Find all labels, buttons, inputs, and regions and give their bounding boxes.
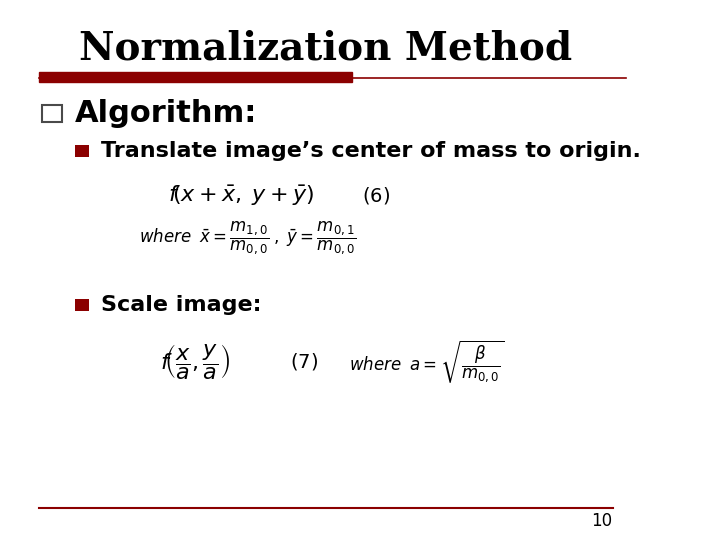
Text: 10: 10 — [591, 512, 613, 530]
Text: Algorithm:: Algorithm: — [75, 99, 257, 128]
Text: $(6)$: $(6)$ — [361, 185, 390, 206]
Text: $(7)$: $(7)$ — [290, 352, 318, 372]
Text: $f\!\left(x+\bar{x},\;y+\bar{y}\right)$: $f\!\left(x+\bar{x},\;y+\bar{y}\right)$ — [168, 183, 315, 208]
Text: Translate image’s center of mass to origin.: Translate image’s center of mass to orig… — [101, 141, 641, 161]
Bar — [39, 72, 352, 82]
FancyBboxPatch shape — [75, 145, 89, 157]
Text: Scale image:: Scale image: — [101, 295, 261, 315]
FancyBboxPatch shape — [75, 299, 89, 311]
Text: $\mathit{where}\;\; a = \sqrt{\dfrac{\beta}{m_{0,0}}}$: $\mathit{where}\;\; a = \sqrt{\dfrac{\be… — [349, 339, 505, 385]
Text: $f\!\left(\dfrac{x}{a},\dfrac{y}{a}\right)$: $f\!\left(\dfrac{x}{a},\dfrac{y}{a}\righ… — [161, 342, 230, 381]
FancyBboxPatch shape — [42, 105, 62, 122]
Text: Normalization Method: Normalization Method — [79, 30, 572, 68]
Text: $\mathit{where}\;\;\bar{x} = \dfrac{m_{1,0}}{m_{0,0}}\;,\;\bar{y} = \dfrac{m_{0,: $\mathit{where}\;\;\bar{x} = \dfrac{m_{1… — [139, 220, 356, 257]
